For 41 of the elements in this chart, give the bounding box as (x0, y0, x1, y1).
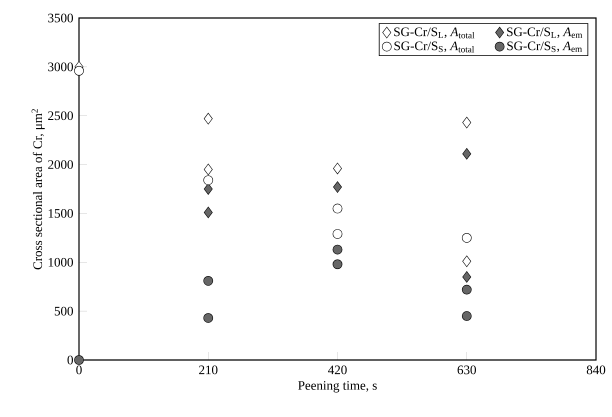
point (462, 271, 472, 283)
point (332, 244, 342, 254)
point (204, 206, 213, 218)
point (203, 175, 214, 186)
point (333, 162, 342, 174)
y-tick-label: 3500 (48, 14, 73, 22)
point (204, 164, 213, 176)
y-tick-label: 2500 (48, 111, 73, 120)
point (203, 276, 214, 286)
y-tick-label: 0 (68, 356, 73, 364)
legend-label: SG-Cr/S$_{L}$, A$_{total}$ (394, 28, 474, 38)
y-tick-label: 1000 (48, 258, 73, 267)
y-tick-label: 3000 (48, 62, 73, 72)
y-tick-label: 2000 (48, 160, 73, 169)
point (74, 66, 84, 76)
point (204, 112, 213, 124)
point (332, 229, 342, 239)
legend-label: SG-Cr/S$_{S}$, A$_{total}$ (394, 42, 474, 52)
x-tick-label: 840 (586, 366, 606, 374)
point (74, 355, 84, 365)
y-tick-label: 500 (54, 306, 73, 316)
point (333, 181, 342, 193)
point (462, 311, 472, 321)
point (462, 256, 472, 268)
x-tick-label: 0 (76, 366, 82, 374)
point (332, 259, 342, 270)
point (462, 148, 472, 160)
point (203, 313, 214, 323)
x-axis-title: Peening time, s (298, 381, 377, 392)
y-tick-label: 1500 (48, 209, 73, 218)
x-tick-label: 630 (458, 366, 476, 374)
point (462, 284, 472, 295)
legend-label: SG-Cr/S$_{S}$, A$_{em}$ (507, 42, 582, 52)
point (462, 116, 472, 128)
x-tick-label: 420 (328, 366, 347, 374)
y-axis-title: Cross sectional area of Cr, μm$^{2}$ (32, 109, 45, 270)
point (332, 204, 342, 214)
x-tick-label: 210 (199, 366, 218, 374)
legend-label: SG-Cr/S$_{L}$, A$_{em}$ (507, 28, 582, 38)
point (204, 183, 213, 195)
point (462, 232, 472, 243)
